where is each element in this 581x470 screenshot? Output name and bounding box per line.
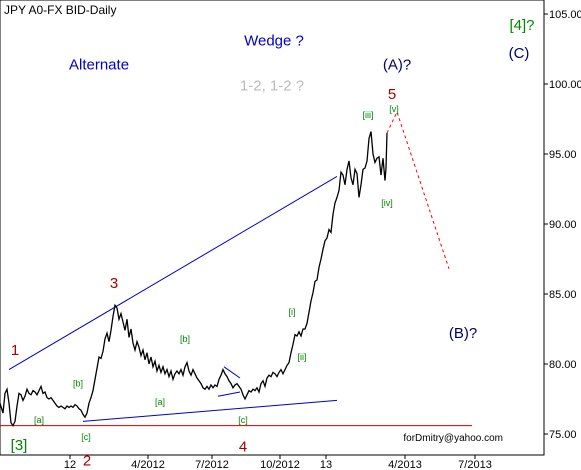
y-tick-label: 100.00	[549, 79, 581, 91]
watermark: forDmitry@yahoo.com	[403, 433, 503, 444]
wave-labels: Alternate Wedge ? 1-2, 1-2 ? (A)? 5 [iii] [v] […	[11, 17, 535, 469]
wave-label: [a]	[34, 415, 44, 425]
wave-label: (A)?	[383, 56, 411, 73]
plot-area	[0, 0, 545, 456]
wave-label: 1-2, 1-2 ?	[240, 77, 304, 94]
wave-label: [c]	[81, 432, 91, 442]
projection	[386, 110, 450, 269]
wave-label: Alternate	[69, 56, 129, 73]
x-tick-label: 12	[64, 459, 76, 470]
wave-label: [b]	[180, 334, 190, 344]
trendline-1	[8, 175, 338, 371]
x-tick-label: 4/2013	[388, 459, 422, 470]
wave-label: [3]	[11, 437, 28, 454]
wave-label: (C)	[509, 45, 530, 62]
y-tick-label: 75.00	[549, 429, 577, 441]
wave-label: [i]	[288, 307, 295, 317]
price-series	[0, 131, 388, 427]
wave-label: 4	[239, 439, 247, 456]
x-axis: 12 4/2012 7/2012 10/2012 13 4/2013 7/2013	[64, 455, 492, 470]
x-tick-label: 4/2012	[131, 459, 165, 470]
wave-label: [ii]	[298, 352, 307, 362]
y-tick-label: 80.00	[549, 359, 577, 371]
projection-line	[386, 110, 450, 269]
x-tick-label: 7/2013	[458, 459, 492, 470]
wave-label: [b]	[73, 379, 83, 389]
wave-label: (B)?	[449, 325, 477, 342]
x-tick-label: 10/2012	[260, 459, 300, 470]
wave-label: [iv]	[381, 198, 393, 208]
wave-label: [c]	[238, 415, 248, 425]
y-axis: 75.00 80.00 85.00 90.00 95.00 100.00 105.00	[544, 9, 581, 441]
y-tick-label: 95.00	[549, 149, 577, 161]
wave-label: 2	[83, 453, 91, 470]
wave-label: 5	[388, 86, 396, 103]
wave-label: [iii]	[363, 110, 374, 120]
trendlines	[0, 175, 472, 427]
trendline-4	[223, 366, 241, 379]
chart-title: JPY A0-FX BID-Daily	[4, 3, 116, 17]
wave-label: 3	[110, 275, 118, 292]
y-tick-label: 105.00	[549, 9, 581, 21]
trendline-3	[217, 391, 241, 397]
wave-label: [4]?	[509, 17, 534, 34]
wave-label: [v]	[389, 104, 399, 114]
x-tick-label: 13	[320, 459, 332, 470]
trendline-2	[82, 399, 338, 422]
x-tick-label: 7/2012	[195, 459, 229, 470]
wave-label: [a]	[155, 397, 165, 407]
y-tick-label: 85.00	[549, 289, 577, 301]
wave-label: Wedge ?	[244, 33, 304, 50]
y-tick-label: 90.00	[549, 219, 577, 231]
wave-label: 1	[11, 342, 19, 359]
